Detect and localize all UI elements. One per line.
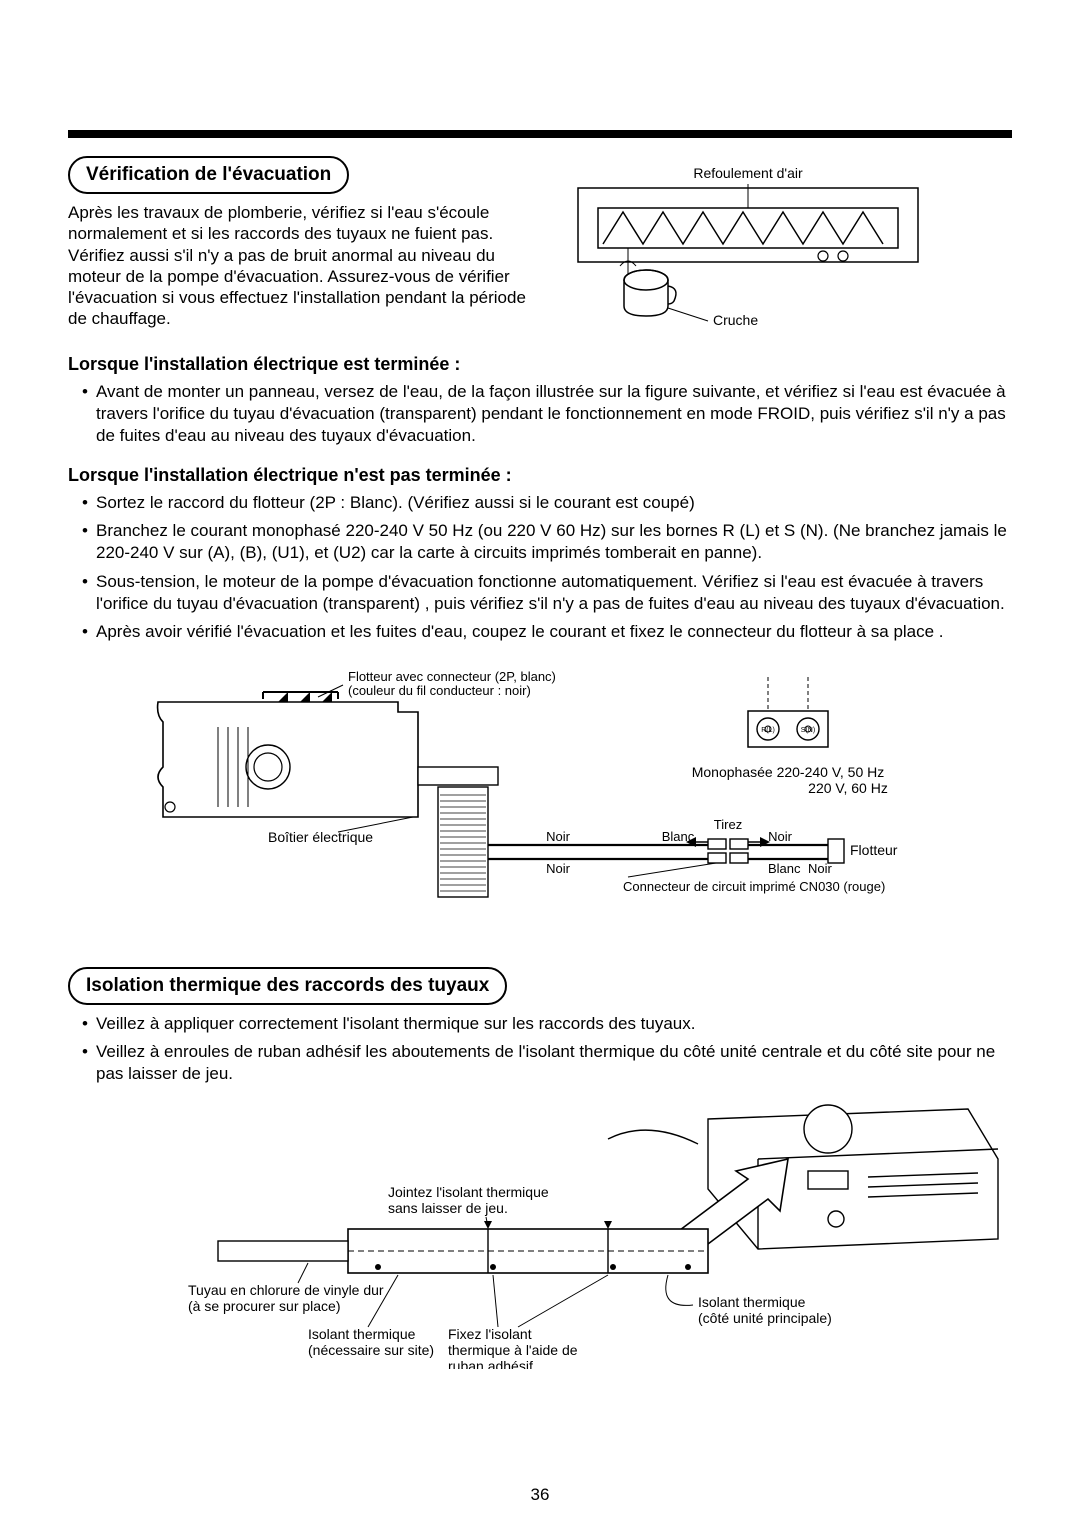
label-cn030: Connecteur de circuit imprimé CN030 (rou… <box>623 879 885 894</box>
bullet: Sous-tension, le moteur de la pompe d'év… <box>82 571 1012 615</box>
top-rule <box>68 130 1012 138</box>
label-sn: S(N) <box>801 727 815 734</box>
label-boitier: Boîtier électrique <box>268 829 373 845</box>
label-fixez-1: Fixez l'isolant <box>448 1326 532 1342</box>
label-flotteur: Flotteur <box>850 842 898 858</box>
intro-paragraph: Après les travaux de plomberie, vérifiez… <box>68 202 548 330</box>
figure-air-discharge: Refoulement d'air Cruche <box>568 156 1012 336</box>
label-isolant-prin-1: Isolant thermique <box>698 1294 806 1310</box>
label-tuyau-1: Tuyau en chlorure de vinyle dur <box>188 1282 384 1298</box>
label-blanc-2: Blanc <box>768 861 801 876</box>
label-fixez-2: thermique à l'aide de <box>448 1342 578 1358</box>
label-isolant-site-2: (nécessaire sur site) <box>308 1342 434 1358</box>
bullet: Veillez à enroules de ruban adhésif les … <box>82 1041 1012 1085</box>
label-tirez: Tirez <box>714 817 742 832</box>
bullets-elec-notdone: Sortez le raccord du flotteur (2P : Blan… <box>68 492 1012 643</box>
bullet: Veillez à appliquer correctement l'isola… <box>82 1013 1012 1035</box>
bullet: Avant de monter un panneau, versez de l'… <box>82 381 1012 447</box>
bullets-isolation: Veillez à appliquer correctement l'isola… <box>68 1013 1012 1085</box>
bullet: Branchez le courant monophasé 220-240 V … <box>82 520 1012 564</box>
label-blanc-1: Blanc <box>662 829 695 844</box>
label-noir-2: Noir <box>546 861 571 876</box>
bullet: Sortez le raccord du flotteur (2P : Blan… <box>82 492 1012 514</box>
page-number: 36 <box>0 1485 1080 1505</box>
bullet: Après avoir vérifié l'évacuation et les … <box>82 621 1012 643</box>
label-rl: R(L) <box>761 727 775 734</box>
label-cruche: Cruche <box>713 312 758 328</box>
label-tuyau-2: (à se procurer sur place) <box>188 1298 341 1314</box>
heading-verification: Vérification de l'évacuation <box>68 156 349 194</box>
label-isolant-site-1: Isolant thermique <box>308 1326 416 1342</box>
label-noir-3: Noir <box>768 829 793 844</box>
label-isolant-prin-2: (côté unité principale) <box>698 1310 832 1326</box>
label-refoulement: Refoulement d'air <box>693 165 803 181</box>
label-couleur-noir: (couleur du fil conducteur : noir) <box>348 683 531 698</box>
label-jointez-2: sans laisser de jeu. <box>388 1200 508 1216</box>
heading-isolation: Isolation thermique des raccords des tuy… <box>68 967 507 1005</box>
label-monophase2: 220 V, 60 Hz <box>808 780 888 796</box>
label-jointez-1: Jointez l'isolant thermique <box>388 1184 549 1200</box>
label-monophase1: Monophasée 220-240 V, 50 Hz <box>692 764 885 780</box>
figure-insulation: Jointez l'isolant thermique sans laisser… <box>68 1099 1012 1369</box>
label-fixez-3: ruban adhésif. <box>448 1358 537 1369</box>
label-noir-1: Noir <box>546 829 571 844</box>
bullets-elec-done: Avant de monter un panneau, versez de l'… <box>68 381 1012 447</box>
sub-heading-elec-notdone: Lorsque l'installation électrique n'est … <box>68 465 1012 486</box>
label-flotteur-conn: Flotteur avec connecteur (2P, blanc) <box>348 669 556 684</box>
sub-heading-elec-done: Lorsque l'installation électrique est te… <box>68 354 1012 375</box>
figure-electrical: Flotteur avec connecteur (2P, blanc) (co… <box>68 667 1012 927</box>
